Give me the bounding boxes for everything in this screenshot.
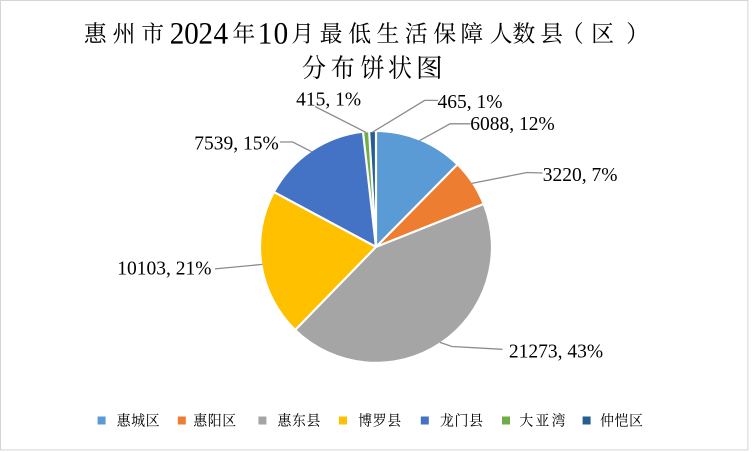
- svg-text:465, 1%: 465, 1%: [438, 92, 503, 113]
- svg-text:3220, 7%: 3220, 7%: [543, 165, 618, 186]
- svg-text:7539, 15%: 7539, 15%: [194, 134, 278, 155]
- svg-text:21273, 43%: 21273, 43%: [509, 341, 603, 362]
- svg-text:415, 1%: 415, 1%: [296, 89, 361, 110]
- svg-text:6088, 12%: 6088, 12%: [470, 114, 555, 135]
- svg-text:10103, 21%: 10103, 21%: [117, 258, 211, 279]
